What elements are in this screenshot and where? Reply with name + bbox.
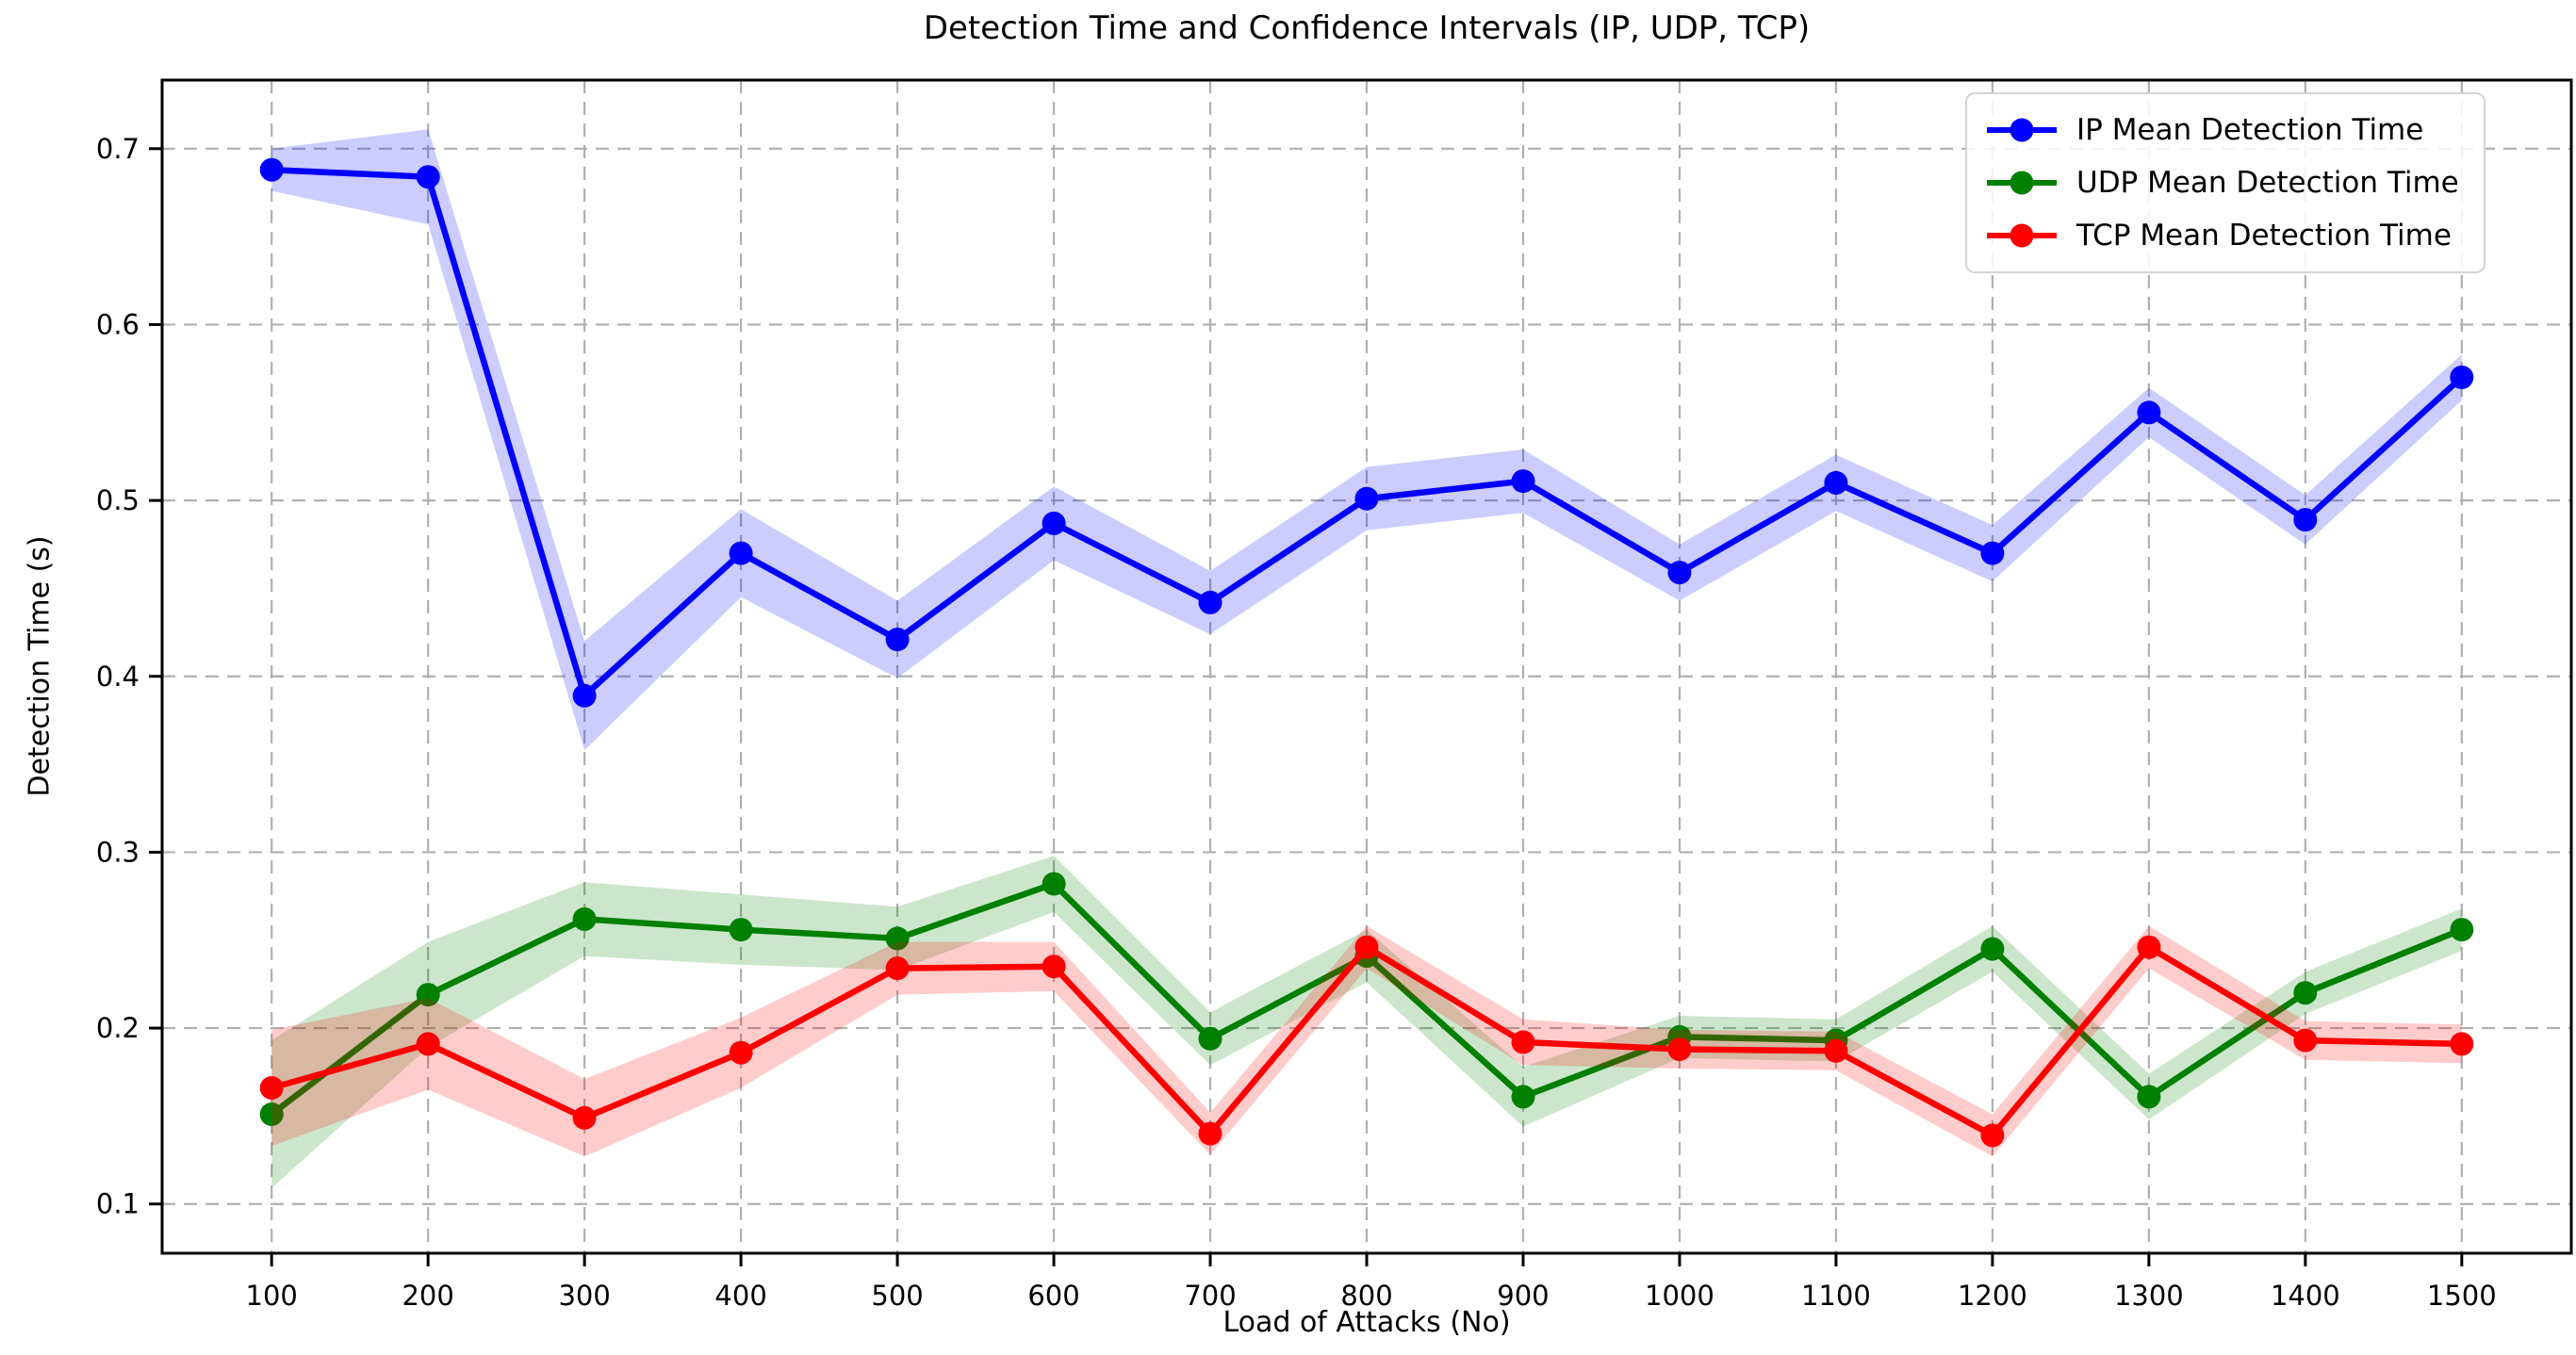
tcp-line-marker-icon xyxy=(1987,223,2057,248)
svg-text:300: 300 xyxy=(558,1280,610,1312)
svg-text:200: 200 xyxy=(402,1280,453,1312)
svg-text:0.5: 0.5 xyxy=(96,484,139,516)
legend-item-tcp: TCP Mean Detection Time xyxy=(1984,215,2459,256)
legend-label-ip: IP Mean Detection Time xyxy=(2076,113,2424,147)
svg-text:0.6: 0.6 xyxy=(96,308,139,340)
svg-text:700: 700 xyxy=(1184,1280,1236,1312)
svg-text:1200: 1200 xyxy=(1958,1280,2027,1312)
svg-text:600: 600 xyxy=(1027,1280,1079,1312)
svg-text:500: 500 xyxy=(871,1280,923,1312)
x-axis-label: Load of Attacks (No) xyxy=(1222,1306,1511,1339)
legend: IP Mean Detection Time UDP Mean Detectio… xyxy=(1965,92,2486,273)
legend-item-ip: IP Mean Detection Time xyxy=(1984,109,2459,151)
ip-line-marker-icon xyxy=(1987,118,2057,142)
svg-text:0.4: 0.4 xyxy=(96,661,139,693)
svg-text:0.3: 0.3 xyxy=(96,836,139,868)
svg-text:0.1: 0.1 xyxy=(96,1188,139,1220)
svg-text:900: 900 xyxy=(1497,1280,1549,1312)
svg-text:1100: 1100 xyxy=(1801,1280,1871,1312)
svg-text:100: 100 xyxy=(246,1280,298,1312)
svg-text:0.7: 0.7 xyxy=(96,133,139,165)
legend-label-tcp: TCP Mean Detection Time xyxy=(2076,219,2452,253)
svg-text:800: 800 xyxy=(1340,1280,1392,1312)
y-axis-label: Detection Time (s) xyxy=(23,535,57,797)
svg-text:1000: 1000 xyxy=(1645,1280,1715,1312)
svg-text:400: 400 xyxy=(714,1280,766,1312)
udp-line-marker-icon xyxy=(1987,171,2057,195)
legend-label-udp: UDP Mean Detection Time xyxy=(2076,166,2459,200)
svg-text:1500: 1500 xyxy=(2427,1280,2497,1312)
legend-item-udp: UDP Mean Detection Time xyxy=(1984,162,2459,204)
chart-title: Detection Time and Confidence Intervals … xyxy=(923,9,1811,47)
svg-text:0.2: 0.2 xyxy=(96,1012,139,1044)
svg-text:1300: 1300 xyxy=(2114,1280,2184,1312)
svg-text:1400: 1400 xyxy=(2271,1280,2340,1312)
